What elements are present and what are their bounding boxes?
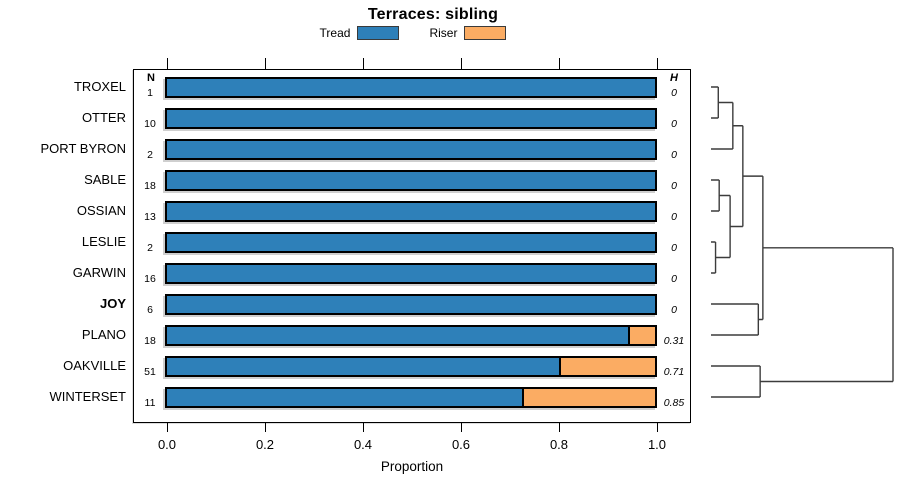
legend-item-riser: Riser xyxy=(429,26,507,40)
x-tick-top xyxy=(461,58,462,69)
riser-segment xyxy=(627,327,655,344)
n-value: 11 xyxy=(144,397,156,409)
riser-segment xyxy=(521,389,655,406)
riser-swatch-icon xyxy=(464,26,507,40)
x-tick-top xyxy=(559,58,560,69)
stacked-bar xyxy=(165,232,657,253)
stacked-bar xyxy=(165,325,657,346)
n-value: 51 xyxy=(144,366,156,378)
h-value: 0 xyxy=(671,242,677,254)
riser-segment xyxy=(559,358,655,375)
tread-segment xyxy=(167,203,655,220)
category-label: OAKVILLE xyxy=(63,358,126,373)
h-value: 0 xyxy=(671,118,677,130)
n-value: 18 xyxy=(144,335,156,347)
tread-swatch-icon xyxy=(357,26,400,40)
legend-label-riser: Riser xyxy=(429,26,458,40)
x-tick-label: 0.8 xyxy=(549,437,569,452)
x-tick-top xyxy=(265,58,266,69)
h-value: 0 xyxy=(671,180,677,192)
stacked-bar xyxy=(165,356,657,377)
category-label: TROXEL xyxy=(73,79,126,94)
stacked-bar xyxy=(165,387,657,408)
legend-label-tread: Tread xyxy=(319,26,351,40)
n-value: 13 xyxy=(144,211,156,223)
x-tick-bottom xyxy=(559,423,560,432)
legend: Tread Riser xyxy=(0,26,826,40)
tread-segment xyxy=(167,172,655,189)
category-label: OTTER xyxy=(81,110,126,125)
x-tick-label: 0.6 xyxy=(451,437,471,452)
n-value: 1 xyxy=(147,87,153,99)
n-value: 18 xyxy=(144,180,156,192)
h-value: 0 xyxy=(671,87,677,99)
x-tick-top xyxy=(657,58,658,69)
category-label: PORT BYRON xyxy=(40,141,126,156)
category-label: JOY xyxy=(99,296,126,311)
x-tick-label: 1.0 xyxy=(647,437,667,452)
category-label: LESLIE xyxy=(81,234,126,249)
x-tick-bottom xyxy=(657,423,658,432)
chart-title: Terraces: sibling xyxy=(367,6,499,23)
category-label: WINTERSET xyxy=(49,389,126,404)
plot-frame xyxy=(133,69,691,423)
stacked-bar xyxy=(165,201,657,222)
stacked-bar xyxy=(165,170,657,191)
n-column-header: N xyxy=(147,72,155,84)
n-value: 16 xyxy=(144,273,156,285)
category-label: PLANO xyxy=(81,327,126,342)
category-label: SABLE xyxy=(84,172,126,187)
x-tick-top xyxy=(167,58,168,69)
dendrogram xyxy=(711,86,894,398)
tread-segment xyxy=(167,141,655,158)
category-label: OSSIAN xyxy=(76,203,126,218)
n-value: 6 xyxy=(147,304,153,316)
tread-segment xyxy=(167,389,522,406)
h-value: 0.85 xyxy=(663,397,685,409)
tread-segment xyxy=(167,327,628,344)
x-tick-label: 0.2 xyxy=(255,437,275,452)
x-tick-label: 0.0 xyxy=(157,437,177,452)
h-value: 0.31 xyxy=(663,335,685,347)
tread-segment xyxy=(167,296,655,313)
tread-segment xyxy=(167,110,655,127)
n-value: 10 xyxy=(144,118,156,130)
h-value: 0 xyxy=(671,304,677,316)
x-tick-bottom xyxy=(167,423,168,432)
x-tick-bottom xyxy=(363,423,364,432)
h-value: 0 xyxy=(671,149,677,161)
h-value: 0 xyxy=(671,211,677,223)
x-axis-label: Proportion xyxy=(380,459,444,474)
x-tick-bottom xyxy=(265,423,266,432)
h-value: 0.71 xyxy=(663,366,685,378)
stacked-bar xyxy=(165,263,657,284)
h-value: 0 xyxy=(671,273,677,285)
category-label: GARWIN xyxy=(72,265,126,280)
dendrogram-path xyxy=(711,86,894,398)
stacked-bar xyxy=(165,77,657,98)
tread-segment xyxy=(167,265,655,282)
legend-item-tread: Tread xyxy=(320,26,400,40)
tread-segment xyxy=(167,79,655,96)
tread-segment xyxy=(167,358,560,375)
h-column-header: H xyxy=(670,72,678,84)
stacked-bar xyxy=(165,139,657,160)
n-value: 2 xyxy=(147,242,153,254)
x-tick-bottom xyxy=(461,423,462,432)
stacked-bar xyxy=(165,294,657,315)
n-value: 2 xyxy=(147,149,153,161)
tread-segment xyxy=(167,234,655,251)
stacked-bar xyxy=(165,108,657,129)
x-tick-top xyxy=(363,58,364,69)
x-tick-label: 0.4 xyxy=(353,437,373,452)
